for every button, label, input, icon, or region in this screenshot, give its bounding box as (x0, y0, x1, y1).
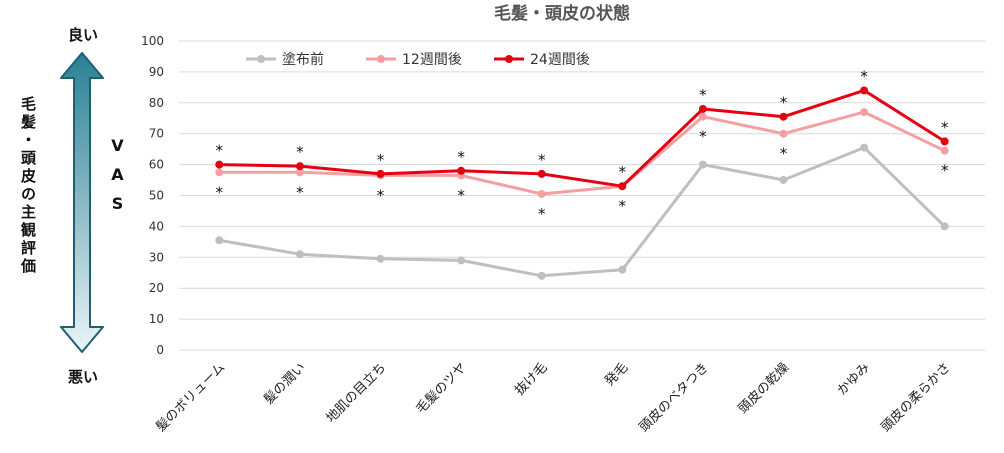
significance-marker: * (216, 142, 224, 160)
significance-marker: * (941, 118, 949, 136)
legend-label: 塗布前 (282, 51, 324, 68)
data-point (860, 143, 869, 152)
y-tick-label: 80 (149, 96, 164, 110)
data-point (779, 112, 788, 121)
y-tick-label: 50 (149, 189, 164, 203)
x-tick-label: 抜け毛 (512, 360, 551, 399)
vertical-scale-arrow (60, 52, 104, 353)
y-description: 毛髪・頭皮の主観評価 (19, 96, 37, 276)
significance-marker: * (296, 183, 304, 201)
significance-marker: * (619, 197, 627, 215)
legend-marker (377, 55, 385, 63)
x-tick-label: 髪のボリューム (153, 360, 228, 435)
significance-marker: * (377, 151, 385, 169)
data-point (457, 166, 466, 175)
data-point (698, 104, 707, 113)
x-tick-label: かゆみ (835, 360, 873, 398)
scale-bottom-label: 悪い (68, 368, 98, 386)
x-tick-label: 頭皮のベタつき (637, 360, 712, 435)
significance-marker: * (457, 148, 465, 166)
significance-marker: * (377, 186, 385, 204)
data-point (940, 222, 949, 231)
y-tick-label: 20 (149, 281, 164, 295)
data-point (698, 160, 707, 169)
x-tick-label: 発毛 (602, 360, 631, 389)
data-point (940, 137, 949, 146)
legend-marker (505, 55, 513, 63)
x-tick-label: 頭皮の乾燥 (736, 360, 793, 417)
significance-marker: * (538, 205, 546, 223)
data-point (537, 169, 546, 178)
y-tick-label: 70 (149, 127, 164, 141)
x-tick-label: 髪の潤い (261, 360, 308, 407)
chart-title: 毛髪・頭皮の状態 (494, 3, 630, 24)
y-axis-label: VAS (108, 136, 127, 223)
x-tick-label: 地肌の目立ち (324, 360, 390, 426)
series-line (219, 88, 946, 188)
y-tick-label: 60 (149, 158, 164, 172)
series-line (219, 110, 946, 196)
data-point (537, 189, 546, 198)
legend-label: 24週間後 (530, 52, 590, 68)
data-point (698, 112, 707, 121)
significance-marker: * (780, 94, 788, 112)
significance-marker: * (860, 67, 868, 85)
y-tick-label: 40 (149, 219, 164, 233)
data-point (860, 86, 869, 95)
data-point (618, 265, 627, 274)
data-point (376, 254, 385, 263)
data-point (376, 169, 385, 178)
data-point (215, 236, 224, 245)
legend-label: 12週間後 (402, 52, 462, 68)
x-tick-label: 頭皮の柔らかさ (879, 360, 954, 435)
data-point (295, 250, 304, 259)
data-point (779, 129, 788, 138)
data-point (215, 160, 224, 169)
data-point (295, 168, 304, 177)
data-point (215, 168, 224, 177)
y-tick-label: 0 (156, 343, 164, 357)
series-line (219, 146, 946, 278)
significance-marker: * (619, 163, 627, 181)
significance-marker: * (941, 162, 949, 180)
significance-marker: * (699, 128, 707, 146)
y-tick-label: 100 (141, 34, 164, 48)
y-tick-label: 10 (149, 312, 164, 326)
data-point (457, 256, 466, 265)
significance-marker: * (296, 143, 304, 161)
data-point (618, 182, 627, 191)
x-tick-label: 毛髪のツヤ (413, 360, 470, 417)
data-point (295, 162, 304, 171)
significance-marker: * (457, 186, 465, 204)
scale-top-label: 良い (68, 26, 98, 44)
data-point (940, 146, 949, 155)
significance-marker: * (216, 183, 224, 201)
data-point (860, 108, 869, 117)
significance-marker: * (699, 86, 707, 104)
significance-marker: * (538, 151, 546, 169)
data-point (537, 271, 546, 280)
significance-marker: * (780, 145, 788, 163)
legend-marker (257, 55, 265, 63)
data-point (779, 176, 788, 185)
y-tick-label: 30 (149, 250, 164, 264)
y-tick-label: 90 (149, 65, 164, 79)
